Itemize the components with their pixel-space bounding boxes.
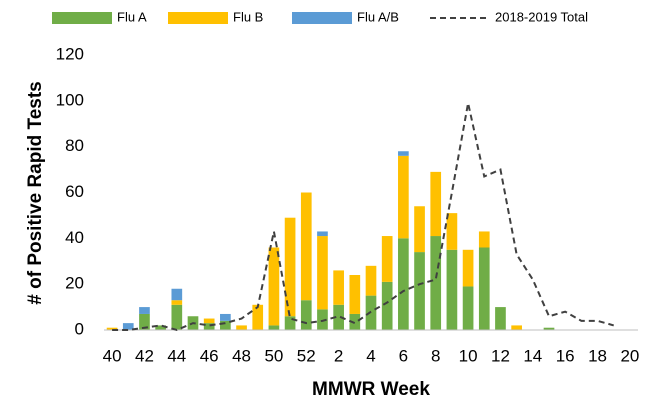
bar-segment (349, 313, 361, 330)
bar-segment (171, 288, 183, 301)
bar-segment (333, 304, 344, 330)
bar-segment (478, 231, 490, 248)
bar-segment (220, 320, 231, 330)
y-tick-label: 120 (56, 44, 84, 63)
bar-segment (398, 151, 409, 156)
legend-swatch (52, 12, 112, 24)
x-tick-label: 18 (588, 346, 607, 365)
bar-segment (381, 236, 393, 282)
x-tick-label: 44 (167, 346, 186, 365)
x-tick-label: 52 (297, 346, 316, 365)
x-tick-label: 8 (431, 346, 440, 365)
x-tick-label: 40 (103, 346, 122, 365)
x-tick-label: 2 (334, 346, 343, 365)
x-tick-label: 50 (264, 346, 283, 365)
bar-segment (381, 281, 393, 330)
total-line (112, 102, 614, 332)
bar-segment (414, 206, 425, 253)
bar-segment (268, 247, 280, 326)
bar-segment (155, 325, 166, 330)
bar-segment (398, 155, 409, 239)
bar-segment (317, 309, 328, 330)
bar-segment (203, 318, 215, 324)
bar-segment (317, 231, 328, 237)
x-tick-label: 42 (135, 346, 154, 365)
bar-segment (106, 327, 118, 330)
bar-segment (139, 313, 150, 330)
legend-label: 2018-2019 Total (495, 9, 588, 24)
bar-segment (543, 327, 555, 330)
bar-segment (414, 252, 425, 330)
legend-swatch (292, 12, 352, 24)
bar-segment (300, 300, 312, 330)
bar-segment (284, 316, 296, 330)
bar-segment (268, 325, 280, 330)
legend-label: Flu A/B (357, 9, 399, 24)
x-tick-label: 12 (491, 346, 510, 365)
bar-segment (430, 236, 442, 330)
x-tick-label: 16 (556, 346, 575, 365)
x-axis-label: MMWR Week (312, 379, 430, 400)
bar-segment (171, 304, 183, 330)
x-tick-label: 48 (232, 346, 251, 365)
bar-segment (446, 213, 458, 250)
bar-segment (317, 236, 328, 310)
bar-segment (203, 323, 215, 330)
bar-segment (252, 304, 264, 330)
y-tick-label: 80 (65, 136, 84, 155)
x-tick-label: 46 (200, 346, 219, 365)
bar-segment (139, 307, 150, 314)
x-tick-label: 4 (366, 346, 375, 365)
legend-label: Flu A (117, 9, 147, 24)
x-tick-label: 20 (620, 346, 639, 365)
bar-segment (349, 275, 361, 314)
bar-segment (462, 286, 474, 330)
bar-segment (300, 192, 312, 301)
x-tick-label: 14 (523, 346, 542, 365)
y-tick-label: 0 (75, 319, 84, 338)
bar-segment (398, 238, 409, 330)
bar-segment (333, 270, 344, 305)
y-tick-label: 20 (65, 274, 84, 293)
bar-segment (171, 300, 183, 305)
bar-segment (284, 217, 296, 317)
y-tick-label: 40 (65, 228, 84, 247)
y-tick-label: 60 (65, 182, 84, 201)
y-tick-label: 100 (56, 90, 84, 109)
bar-segment (220, 313, 231, 321)
bar-segment (365, 265, 377, 296)
x-tick-label: 6 (399, 346, 408, 365)
bar-segment (446, 249, 458, 330)
bar-segment (495, 307, 506, 330)
bar-segment (236, 325, 247, 330)
bar-segment (122, 323, 134, 330)
bar-segment (478, 247, 490, 330)
bar-segment (511, 325, 522, 330)
bar-segment (462, 249, 474, 287)
bar-segment (430, 171, 442, 237)
x-tick-label: 10 (459, 346, 478, 365)
legend-label: Flu B (233, 9, 263, 24)
legend-swatch (168, 12, 228, 24)
y-axis-label: # of Positive Rapid Tests (25, 81, 46, 304)
